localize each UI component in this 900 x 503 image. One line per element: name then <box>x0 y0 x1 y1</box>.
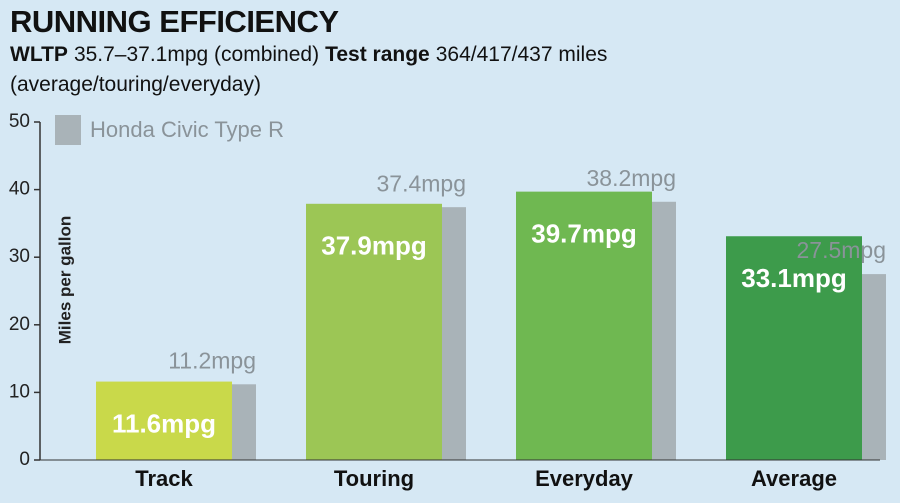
subtitle-part: 364/417/437 miles (average/touring/every… <box>10 43 608 96</box>
subtitle-part: WLTP <box>10 43 68 66</box>
bar <box>306 203 442 460</box>
y-tick-label: 10 <box>9 381 30 402</box>
chart-title: RUNNING EFFICIENCY <box>10 4 339 39</box>
bar <box>442 207 466 460</box>
y-axis-label: Miles per gallon <box>55 216 74 344</box>
bar <box>232 384 256 460</box>
subtitle-part: Test range <box>325 43 430 66</box>
y-tick-label: 20 <box>9 314 30 335</box>
bar <box>652 201 676 460</box>
bar <box>96 381 232 460</box>
chart-subtitle: WLTP 35.7–37.1mpg (combined) Test range 364… <box>10 40 770 100</box>
bar <box>862 274 886 460</box>
value-label: 39.7mpg <box>531 219 637 249</box>
legend-label: Honda Civic Type R <box>90 117 284 142</box>
value-label: 33.1mpg <box>741 263 847 293</box>
y-tick-label: 50 <box>9 111 30 132</box>
subtitle-part: 35.7–37.1mpg (combined) <box>73 43 320 66</box>
x-tick-label: Average <box>751 466 837 491</box>
bar <box>726 236 862 460</box>
y-tick-label: 0 <box>19 449 30 470</box>
value-label: 27.5mpg <box>796 237 886 263</box>
y-tick-label: 30 <box>9 246 30 267</box>
value-label: 11.6mpg <box>112 408 216 438</box>
value-label: 37.9mpg <box>321 231 427 261</box>
value-label: 37.4mpg <box>376 170 466 196</box>
y-tick-label: 40 <box>9 179 30 200</box>
x-tick-label: Everyday <box>535 466 634 491</box>
bar <box>516 191 652 461</box>
value-label: 38.2mpg <box>586 165 676 191</box>
x-tick-label: Touring <box>334 466 414 491</box>
value-label: 11.2mpg <box>168 347 256 373</box>
x-tick-label: Track <box>135 466 193 491</box>
legend-swatch <box>55 115 81 145</box>
